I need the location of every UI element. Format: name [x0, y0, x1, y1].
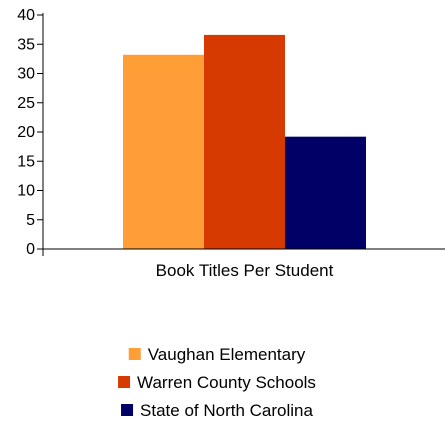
- x-category-label: Book Titles Per Student: [156, 261, 334, 280]
- y-tick-label: 35: [17, 36, 35, 53]
- legend-swatch: [118, 376, 131, 388]
- axes: 0 5 10 15 20 25 30 35 40 Book Titles Per Student: [17, 7, 445, 280]
- legend-label: State of North Carolina: [140, 401, 313, 420]
- y-tick-label: 40: [17, 7, 35, 24]
- legend-label: Warren County Schools: [137, 373, 316, 392]
- legend-item-warren-county-schools: Warren County Schools: [118, 373, 316, 392]
- y-tick-label: 0: [26, 241, 35, 258]
- bar-state-of-north-carolina: [285, 136, 366, 249]
- legend-swatch: [121, 404, 134, 416]
- legend-item-state-of-north-carolina: State of North Carolina: [121, 401, 314, 420]
- y-tick-label: 15: [17, 153, 35, 170]
- legend-label: Vaughan Elementary: [148, 345, 306, 364]
- legend: Vaughan Elementary Warren County Schools S…: [118, 345, 316, 420]
- bar-vaughan-elementary: [123, 54, 204, 249]
- bars-layer: [123, 34, 366, 249]
- y-tick-label: 25: [17, 95, 35, 112]
- bar-warren-county-schools: [204, 34, 285, 249]
- y-tick-label: 10: [17, 183, 35, 200]
- y-tick-label: 30: [17, 66, 35, 83]
- legend-item-vaughan-elementary: Vaughan Elementary: [128, 345, 306, 364]
- legend-swatch: [128, 348, 141, 360]
- y-tick-label: 20: [17, 124, 35, 141]
- y-tick-label: 5: [26, 212, 35, 229]
